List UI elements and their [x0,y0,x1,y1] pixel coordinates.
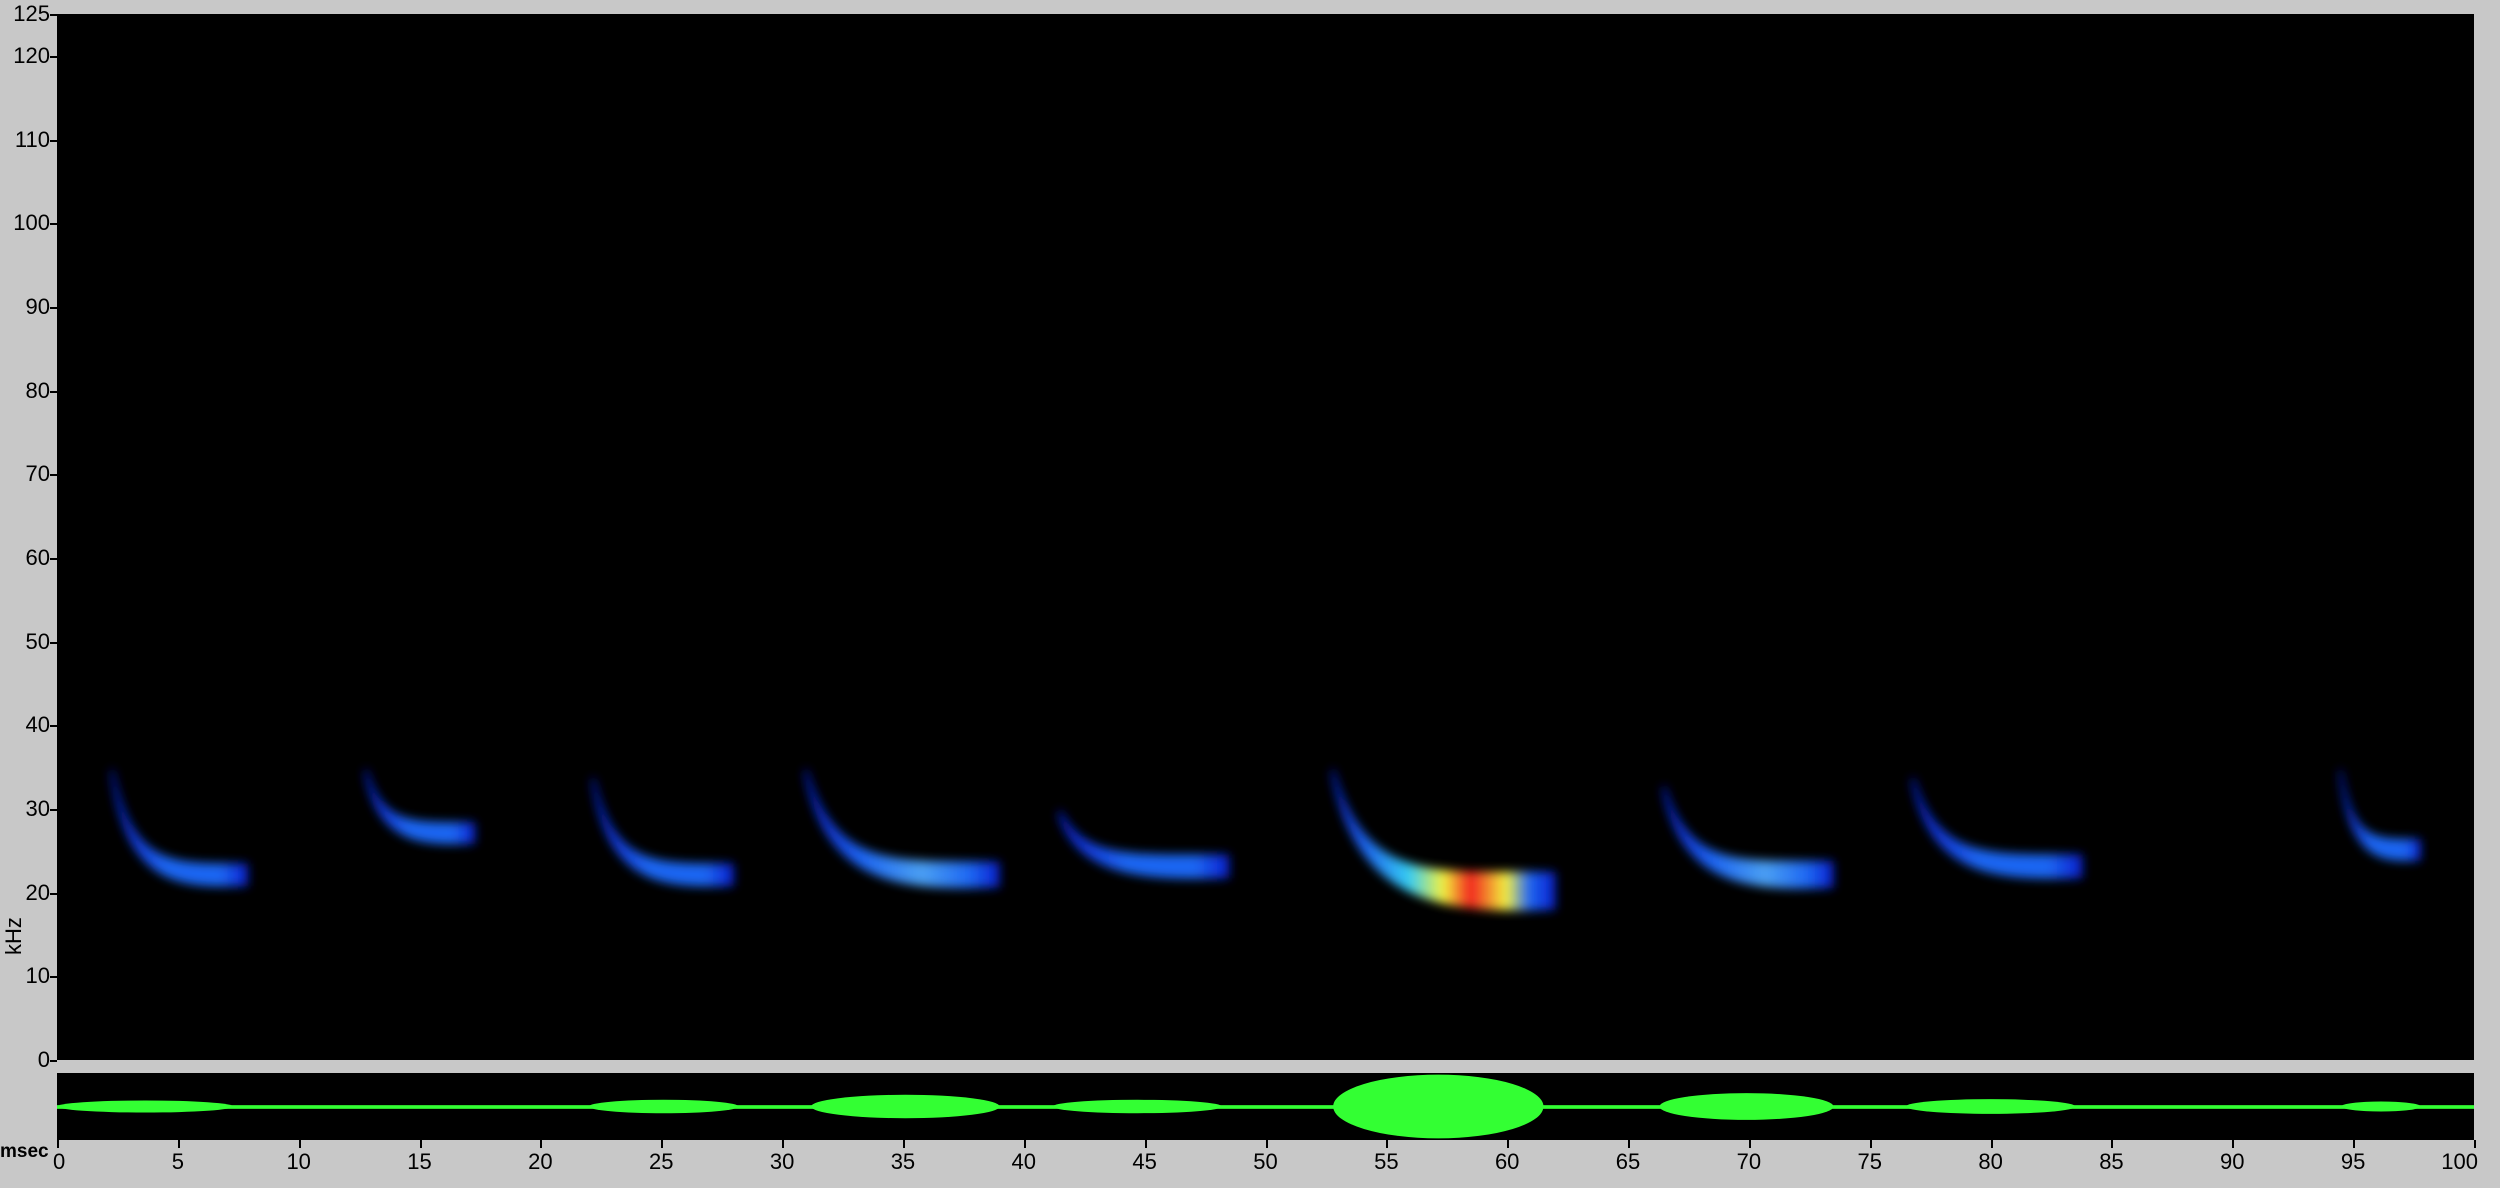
x-tick-label: 45 [1132,1149,1157,1174]
waveform-baseline [57,1105,2474,1109]
x-tick-label: 65 [1615,1149,1641,1174]
y-tick-mark [50,474,57,477]
y-tick-label: 30 [25,795,50,821]
call-mark-6 [1331,767,1556,911]
y-tick-label: 20 [25,879,50,905]
x-tick-mark [902,1140,905,1148]
x-tick-mark [419,1140,422,1148]
x-tick-label: 100 [2441,1149,2478,1174]
x-axis-label: msec [0,1141,49,1162]
x-tick-mark [1990,1140,1993,1148]
waveform-pulse-2 [588,1099,739,1114]
waveform-pulse-7 [1906,1099,2076,1114]
call-mark-3 [591,775,734,887]
y-tick-mark [50,725,57,728]
call-mark-1 [110,767,248,887]
y-tick-label: 50 [25,628,50,654]
x-tick-label: 35 [890,1149,916,1174]
x-tick-mark [177,1140,180,1148]
x-tick-mark [1507,1140,1510,1148]
x-tick-label: 70 [1736,1149,1762,1174]
y-tick-mark [50,55,57,58]
x-tick-label: 90 [2220,1149,2245,1174]
y-tick-mark [50,14,57,16]
x-tick-mark [2111,1140,2114,1148]
x-tick-mark [2232,1140,2235,1148]
x-tick-mark [2353,1140,2356,1148]
x-tick-mark [1265,1140,1268,1148]
y-tick-label: 80 [25,377,50,403]
x-tick-label: 25 [649,1149,674,1174]
call-mark-4 [804,767,1000,889]
y-tick-label: 0 [37,1047,50,1072]
y-tick-mark [50,306,57,309]
waveform-pulse-8 [2341,1101,2421,1112]
y-tick-label: 60 [25,544,50,570]
x-tick-mark [782,1140,785,1148]
x-tick-mark [1144,1140,1147,1148]
y-tick-label: 125 [13,1,50,26]
x-tick-mark [298,1140,301,1148]
y-tick-label: 70 [25,461,50,487]
y-tick-label: 10 [25,963,50,989]
x-tick-mark [661,1140,664,1148]
waveform-pulse-6 [1659,1093,1834,1120]
x-tick-mark [1748,1140,1751,1148]
y-tick-mark [50,976,57,979]
spectrogram-panel[interactable] [57,14,2474,1060]
call-mark-7 [1662,783,1834,889]
y-tick-mark [50,808,57,811]
waveform-pulse-3 [811,1094,1000,1119]
x-tick-label: 40 [1011,1149,1037,1174]
y-tick-mark [50,223,57,226]
x-tick-mark [57,1140,59,1148]
x-tick-label: 55 [1374,1149,1399,1174]
x-tick-mark [1023,1140,1026,1148]
x-tick-label: 5 [171,1149,184,1174]
waveform-pulse-4 [1052,1099,1222,1114]
x-tick-label: 80 [1978,1149,2003,1174]
y-tick-mark [50,390,57,393]
x-tick-label: 10 [286,1149,311,1174]
y-tick-mark [50,139,57,142]
y-tick-mark [50,641,57,644]
x-tick-label: 60 [1494,1149,1520,1174]
y-tick-label: 40 [25,712,50,738]
x-tick-mark [1628,1140,1631,1148]
y-tick-label: 120 [13,42,50,68]
y-tick-label: 110 [14,126,50,152]
waveform-pulse-5 [1333,1074,1544,1139]
waveform-pulse-1 [57,1100,234,1113]
x-tick-mark [2474,1140,2476,1148]
x-tick-label: 15 [407,1149,432,1174]
x-tick-label: 75 [1857,1149,1882,1174]
x-tick-label: 30 [769,1149,795,1174]
x-tick-mark [1869,1140,1872,1148]
call-mark-8 [1911,775,2083,879]
x-tick-label: 0 [53,1149,66,1174]
x-tick-mark [540,1140,543,1148]
call-mark-2 [364,767,476,845]
y-tick-mark [50,1060,57,1062]
x-tick-mark [1386,1140,1389,1148]
y-tick-mark [50,557,57,560]
y-tick-label: 100 [13,210,50,236]
x-tick-label: 95 [2340,1149,2366,1174]
call-mark-9 [2339,767,2421,862]
y-tick-mark [50,892,57,895]
x-tick-label: 85 [2099,1149,2124,1174]
y-tick-label: 90 [25,293,50,319]
x-tick-label: 50 [1253,1149,1278,1174]
x-tick-label: 20 [528,1149,553,1174]
call-mark-5 [1058,808,1230,879]
